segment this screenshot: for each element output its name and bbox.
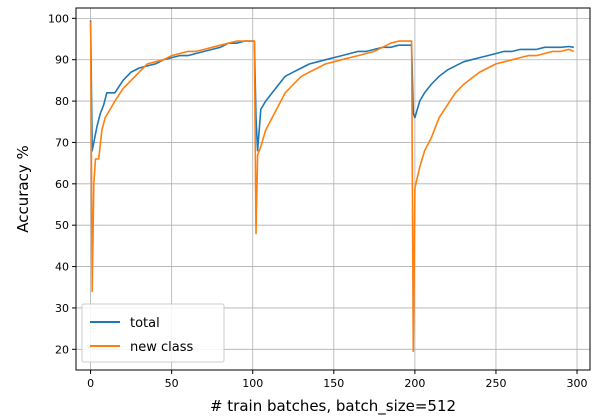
y-tick-label: 60: [55, 178, 69, 191]
x-tick-label: 200: [404, 377, 425, 390]
y-tick-label: 20: [55, 343, 69, 356]
x-tick-label: 250: [485, 377, 506, 390]
x-tick-label: 300: [567, 377, 588, 390]
y-tick-label: 100: [48, 12, 69, 25]
y-tick-label: 40: [55, 261, 69, 274]
x-tick-label: 0: [87, 377, 94, 390]
series-line-new-class: [89, 21, 575, 353]
series-line-total: [89, 20, 574, 152]
y-tick-label: 50: [55, 219, 69, 232]
y-axis-title: Accuracy %: [14, 145, 32, 233]
axis-ticks: 0 50 100 150 200 250 300 20 30 40 50 60 70 80 90 100: [48, 12, 588, 390]
x-tick-label: 100: [242, 377, 263, 390]
y-tick-label: 70: [55, 136, 69, 149]
legend-box: [81, 303, 225, 363]
plot-frame: [75, 7, 591, 371]
legend-label-new-class: new class: [130, 340, 194, 355]
x-tick-label: 50: [165, 377, 179, 390]
legend-label-total: total: [130, 316, 160, 331]
y-tick-label: 30: [55, 302, 69, 315]
legend: total new class: [81, 303, 225, 363]
y-tick-label: 90: [55, 54, 69, 67]
y-tick-label: 80: [55, 95, 69, 108]
series-lines: [89, 20, 575, 353]
x-axis-title: # train batches, batch_size=512: [210, 397, 456, 416]
x-tick-label: 150: [323, 377, 344, 390]
